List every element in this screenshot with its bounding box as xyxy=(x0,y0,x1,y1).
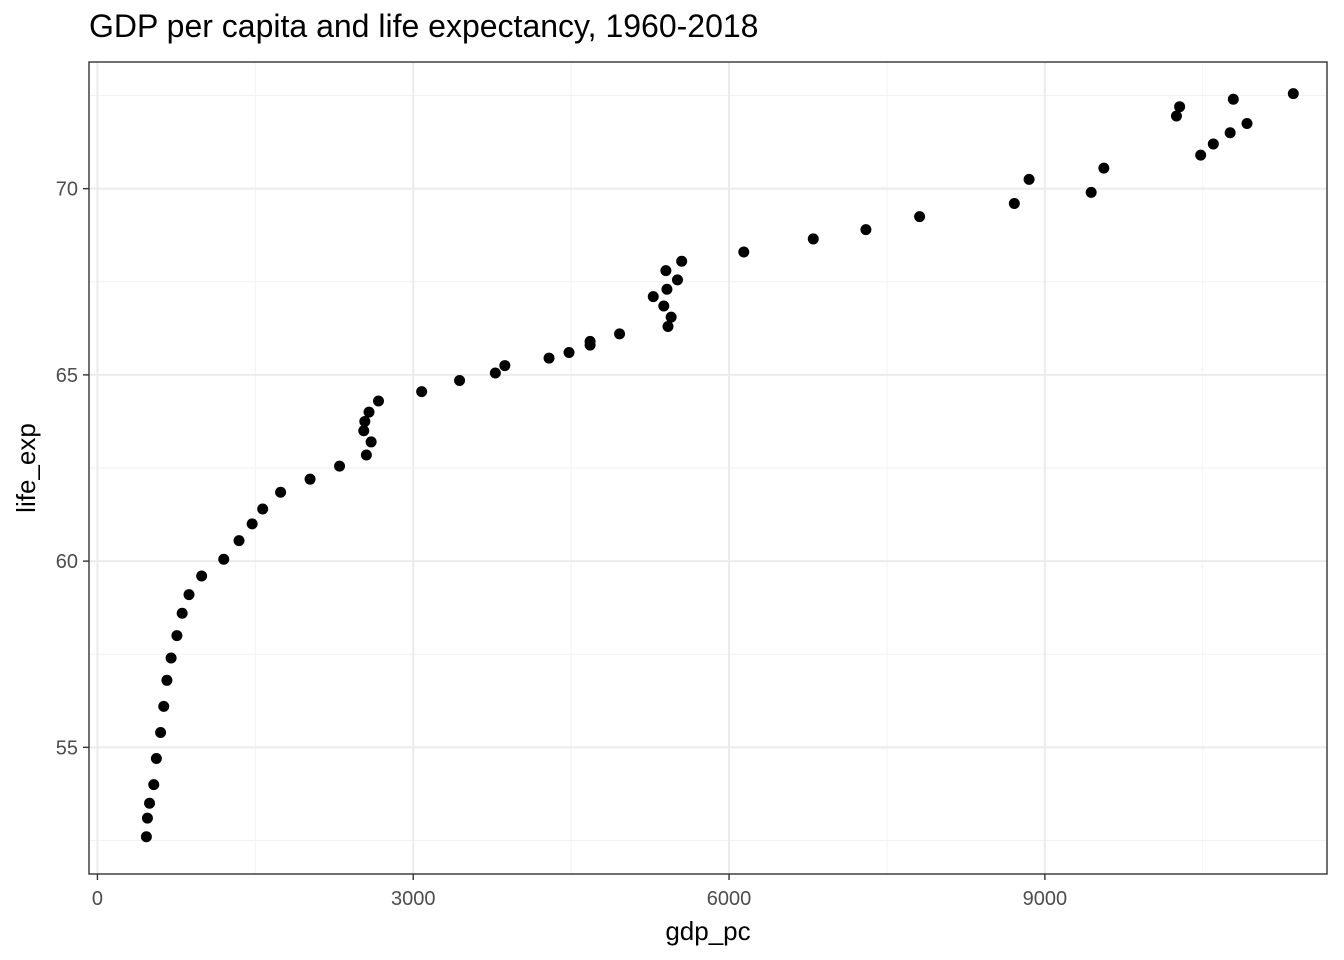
data-point xyxy=(246,518,258,530)
data-point xyxy=(158,700,170,712)
data-point xyxy=(1023,173,1035,185)
data-point xyxy=(171,630,183,642)
data-point xyxy=(1224,127,1236,139)
panel-border xyxy=(88,61,1328,875)
data-point xyxy=(257,503,269,515)
x-tick-label: 0 xyxy=(92,888,103,910)
data-point xyxy=(1085,186,1097,198)
data-point xyxy=(416,386,428,398)
y-tick-label: 65 xyxy=(56,365,78,387)
data-point xyxy=(155,726,167,738)
data-point xyxy=(489,367,501,379)
data-point xyxy=(365,436,377,448)
data-point xyxy=(161,674,173,686)
data-point xyxy=(860,224,872,236)
data-point xyxy=(807,233,819,245)
data-point xyxy=(738,246,750,258)
data-point xyxy=(176,607,188,619)
data-point xyxy=(563,347,575,359)
x-axis-title: gdp_pc xyxy=(665,916,750,946)
data-point xyxy=(1227,93,1239,105)
data-point xyxy=(662,320,674,332)
data-point xyxy=(661,283,673,295)
x-tick-label: 3000 xyxy=(391,888,436,910)
x-tick-label: 9000 xyxy=(1023,888,1068,910)
data-point xyxy=(658,300,670,312)
x-tick-label: 6000 xyxy=(707,888,752,910)
data-point xyxy=(660,265,672,277)
data-point xyxy=(196,570,208,582)
y-tick-label: 60 xyxy=(56,551,78,573)
data-point xyxy=(334,460,346,472)
data-point xyxy=(183,589,195,601)
data-points xyxy=(140,88,1299,843)
data-point xyxy=(358,425,370,437)
data-point xyxy=(454,374,466,386)
data-point xyxy=(275,486,287,498)
data-point xyxy=(676,255,688,267)
data-point xyxy=(165,652,177,664)
data-point xyxy=(1170,110,1182,122)
data-point xyxy=(614,328,626,340)
data-point xyxy=(304,473,316,485)
data-point xyxy=(1174,101,1186,113)
data-point xyxy=(372,395,384,407)
data-point xyxy=(543,352,555,364)
minor-gridlines xyxy=(89,62,1327,874)
data-point xyxy=(233,535,245,547)
data-point xyxy=(218,553,230,565)
data-point xyxy=(665,311,677,323)
data-point xyxy=(1098,162,1110,174)
data-point xyxy=(140,831,152,843)
data-point xyxy=(499,360,511,372)
data-point xyxy=(359,415,371,427)
major-gridlines xyxy=(89,62,1327,874)
data-point xyxy=(363,406,375,418)
y-axis-title: life_exp xyxy=(11,423,41,513)
data-point xyxy=(1241,117,1253,129)
data-point xyxy=(148,779,160,791)
data-point xyxy=(1287,88,1299,100)
data-point xyxy=(1008,198,1020,210)
data-point xyxy=(141,812,153,824)
x-axis-ticks: 0 3000 6000 9000 xyxy=(92,874,1067,910)
data-point xyxy=(360,449,372,461)
data-point xyxy=(914,211,926,223)
data-point xyxy=(1207,138,1219,150)
data-point xyxy=(150,753,162,765)
data-point xyxy=(1195,149,1207,161)
y-tick-label: 55 xyxy=(56,737,78,759)
chart-title: GDP per capita and life expectancy, 1960… xyxy=(89,8,759,44)
data-point xyxy=(584,335,596,347)
data-point xyxy=(144,797,156,809)
data-point xyxy=(647,291,659,303)
y-tick-label: 70 xyxy=(56,179,78,201)
data-point xyxy=(671,274,683,286)
y-axis-ticks: 55 60 65 70 xyxy=(56,179,89,759)
